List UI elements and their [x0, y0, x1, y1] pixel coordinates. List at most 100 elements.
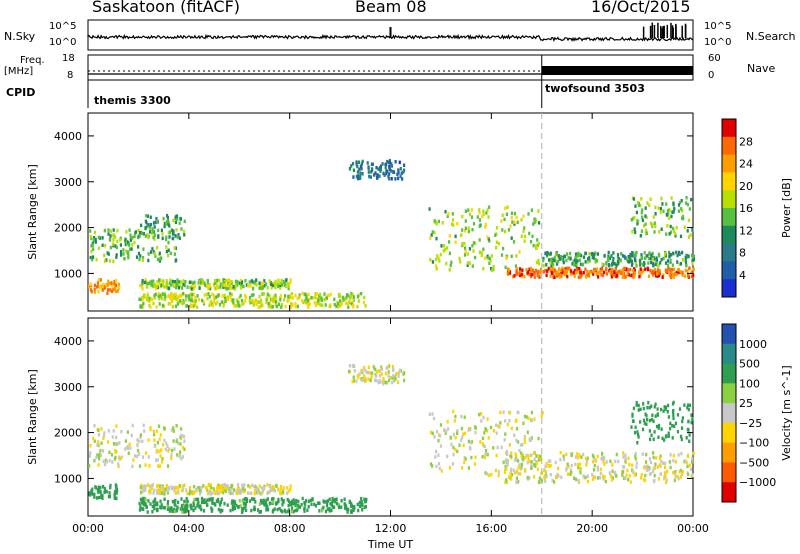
time-tick-label: 12:00: [375, 522, 407, 535]
velocity-echo-cell: [102, 436, 105, 441]
velocity-echo-cell: [280, 491, 283, 496]
velocity-echo-cell: [599, 475, 602, 480]
velocity-echo-cell: [190, 505, 193, 510]
velocity-echo-cell: [684, 459, 687, 463]
velocity-echo-cell: [593, 463, 596, 468]
velocity-echo-cell: [249, 485, 252, 489]
velocity-echo-cell: [686, 464, 689, 469]
velocity-echo-cell: [494, 468, 498, 473]
velocity-echo-cell: [375, 374, 378, 378]
velocity-echo-cell: [89, 443, 92, 448]
power-echo-cell: [149, 281, 152, 285]
power-echo-cell: [510, 236, 513, 240]
velocity-echo-cell: [348, 500, 351, 504]
velocity-echo-cell: [507, 475, 510, 479]
velocity-echo-cell: [632, 406, 635, 411]
velocity-echo-cell: [221, 488, 224, 492]
velocity-echo-cell: [352, 379, 356, 383]
power-echo-cell: [600, 269, 603, 273]
power-echo-cell: [298, 295, 301, 300]
velocity-echo-cell: [157, 491, 161, 495]
velocity-echo-cell: [617, 459, 620, 464]
velocity-echo-cell: [196, 497, 199, 502]
power-echo-cell: [189, 285, 192, 290]
power-echo-cell: [114, 278, 118, 283]
velocity-echo-cell: [452, 452, 455, 457]
velocity-echo-cell: [486, 417, 489, 421]
velocity-echo-cell: [318, 501, 321, 505]
velocity-echo-cell: [635, 401, 638, 405]
power-echo-cell: [270, 282, 273, 286]
velocity-echo-cell: [107, 429, 110, 433]
velocity-echo-cell: [117, 462, 120, 466]
power-echo-cell: [236, 283, 239, 287]
power-echo-cell: [576, 259, 579, 263]
power-echo-cell: [549, 274, 552, 278]
velocity-echo-cell: [562, 454, 565, 458]
velocity-echo-cell: [515, 476, 518, 480]
velocity-echo-cell: [144, 488, 147, 492]
power-colorbar-tick-label: 24: [739, 158, 753, 171]
power-echo-cell: [670, 253, 673, 257]
power-echo-cell: [326, 294, 329, 298]
power-echo-cell: [528, 231, 531, 236]
power-echo-cell: [643, 224, 646, 228]
power-echo-cell: [97, 290, 100, 294]
velocity-echo-cell: [391, 380, 394, 385]
velocity-echo-cell: [345, 504, 348, 508]
velocity-echo-cell: [530, 463, 533, 468]
velocity-echo-cell: [157, 464, 160, 468]
velocity-echo-cell: [194, 497, 197, 502]
power-echo-cell: [649, 269, 652, 273]
power-echo-cell: [600, 267, 603, 271]
velocity-echo-cell: [621, 473, 624, 477]
power-echo-cell: [631, 230, 634, 234]
velocity-echo-cell: [603, 475, 606, 479]
velocity-echo-cell: [577, 463, 580, 467]
power-echo-cell: [314, 292, 317, 296]
velocity-echo-cell: [474, 426, 477, 430]
velocity-echo-cell: [634, 457, 637, 461]
power-echo-cell: [446, 214, 449, 218]
power-echo-cell: [523, 239, 526, 243]
velocity-echo-cell: [593, 468, 596, 472]
velocity-echo-cell: [652, 451, 655, 455]
power-echo-cell: [158, 259, 162, 263]
velocity-echo-cell: [580, 455, 583, 459]
velocity-echo-cell: [292, 498, 295, 502]
velocity-echo-cell: [456, 449, 459, 454]
power-echo-cell: [112, 259, 115, 264]
power-echo-cell: [239, 294, 242, 298]
velocity-echo-cell: [136, 443, 139, 448]
power-echo-cell: [148, 296, 151, 301]
power-echo-cell: [467, 226, 470, 230]
velocity-colorbar-swatch: [722, 343, 736, 365]
velocity-echo-cell: [636, 430, 639, 434]
power-echo-cell: [390, 162, 393, 166]
power-echo-cell: [602, 273, 605, 278]
power-colorbar-swatch: [722, 225, 736, 245]
power-echo-cell: [621, 254, 625, 258]
velocity-echo-cell: [166, 464, 170, 468]
velocity-echo-cell: [98, 456, 101, 461]
power-echo-cell: [110, 284, 114, 288]
velocity-echo-cell: [640, 473, 643, 477]
velocity-echo-cell: [519, 443, 522, 447]
power-echo-cell: [154, 220, 157, 225]
power-echo-cell: [482, 266, 485, 271]
power-echo-cell: [654, 258, 657, 262]
velocity-echo-cell: [447, 427, 450, 431]
velocity-echo-cell: [242, 502, 245, 506]
power-echo-cell: [687, 235, 690, 239]
power-echo-cell: [213, 285, 216, 290]
power-echo-cell: [515, 266, 518, 271]
power-echo-cell: [592, 269, 596, 274]
velocity-echo-cell: [654, 465, 657, 470]
power-echo-cell: [470, 215, 474, 219]
velocity-echo-cell: [519, 466, 522, 470]
power-echo-cell: [122, 252, 125, 256]
velocity-echo-cell: [690, 420, 693, 425]
velocity-echo-cell: [528, 459, 531, 464]
power-echo-cell: [440, 244, 443, 248]
power-echo-cell: [578, 266, 581, 271]
